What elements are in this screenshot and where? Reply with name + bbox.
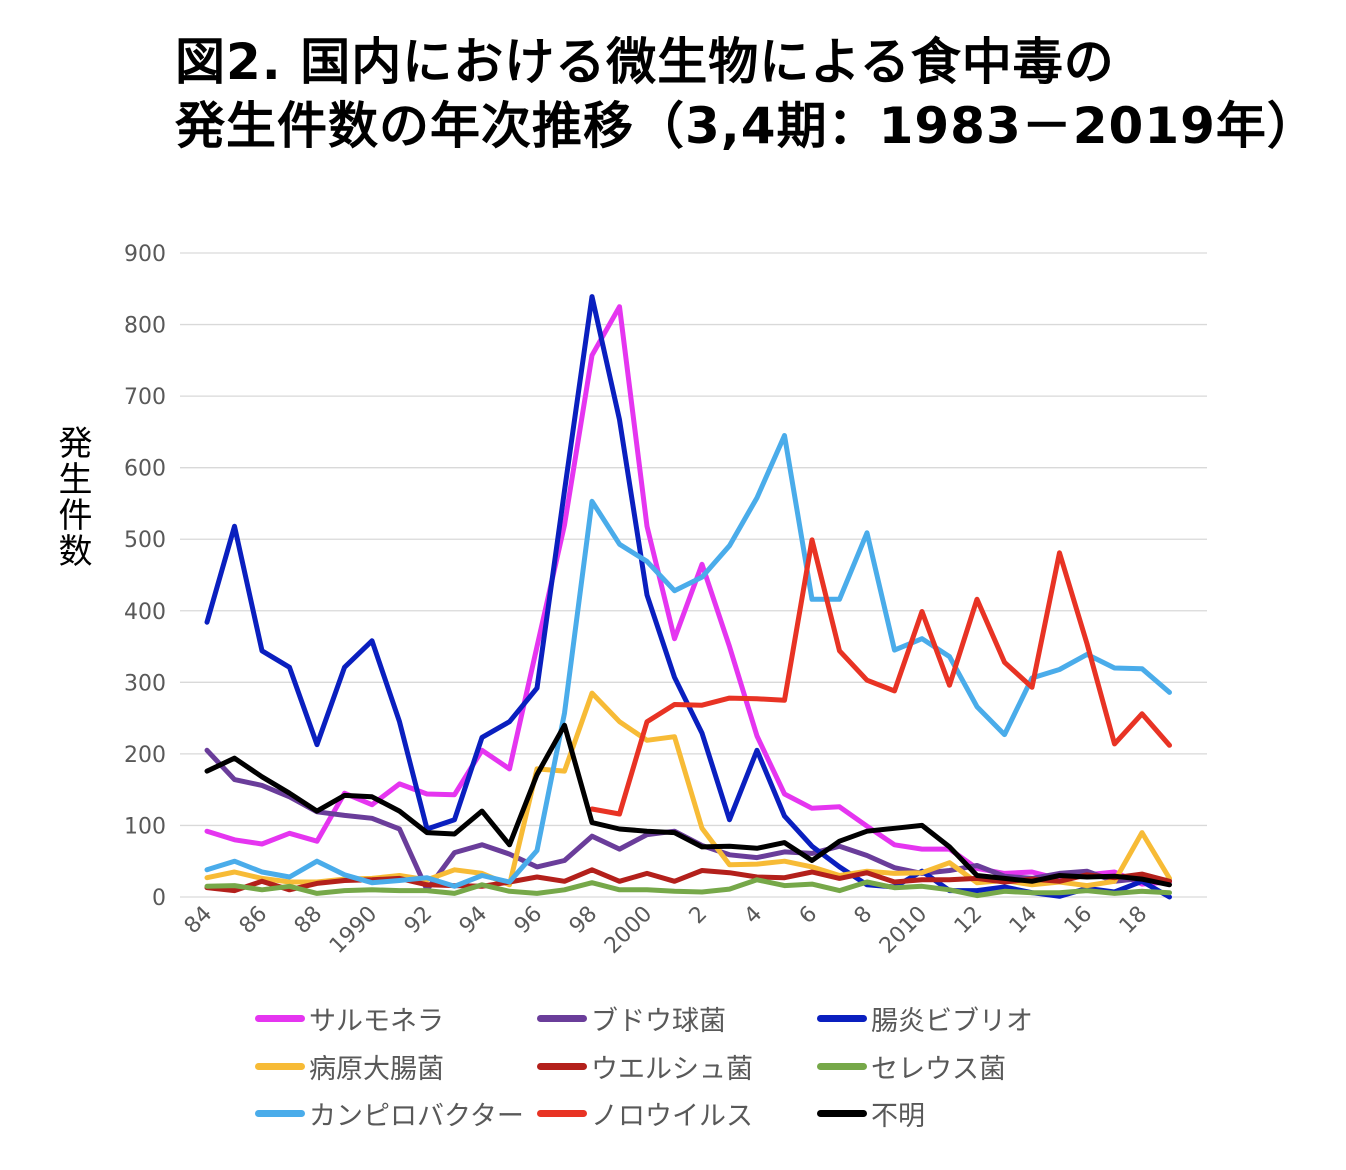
legend-swatch [537, 1062, 587, 1070]
series-line-8 [204, 722, 1172, 888]
legend-label: 腸炎ビブリオ [871, 1005, 1033, 1037]
y-tick-label: 700 [124, 385, 166, 410]
series-line-3 [204, 690, 1172, 889]
x-tick-label: 86 [235, 902, 272, 939]
x-tick-label: 6 [795, 902, 823, 930]
series-line-5 [204, 877, 1172, 899]
legend-label: セレウス菌 [871, 1053, 1006, 1085]
legend-item: 不明 [817, 1093, 925, 1133]
y-tick-label: 500 [124, 528, 166, 553]
legend-label: サルモネラ [309, 1005, 444, 1037]
chart-title-line-2: 発生件数の年次推移（3,4期：1983－2019年） [175, 97, 1318, 155]
legend-swatch [255, 1014, 305, 1022]
y-tick-label: 800 [124, 314, 166, 339]
legend-item: セレウス菌 [817, 1046, 1006, 1086]
x-tick-label: 16 [1060, 902, 1097, 939]
series-path [204, 690, 1172, 889]
legend-swatch [537, 1109, 587, 1117]
legend-item: 腸炎ビブリオ [817, 998, 1033, 1038]
y-tick-label: 400 [124, 600, 166, 625]
legend-item: サルモネラ [255, 998, 444, 1038]
y-tick-label: 0 [152, 886, 166, 911]
x-tick-label: 2000 [600, 902, 657, 959]
x-tick-label: 12 [950, 902, 987, 939]
series-path [589, 537, 1172, 817]
x-tick-label: 4 [740, 902, 768, 930]
chart-title: 図2. 国内における微生物による食中毒の 発生件数の年次推移（3,4期：1983… [175, 30, 1335, 158]
x-tick-label: 92 [400, 902, 437, 939]
x-tick-label: 94 [455, 902, 492, 939]
legend-swatch [255, 1109, 305, 1117]
series-line-1 [204, 747, 1172, 893]
legend-label: ウエルシュ菌 [591, 1053, 753, 1085]
legend-swatch [817, 1109, 867, 1117]
x-tick-label: 8 [850, 902, 878, 930]
series-path [204, 877, 1172, 899]
x-tick-label: 96 [510, 902, 547, 939]
series-path [204, 722, 1172, 888]
legend-item: ノロウイルス [537, 1093, 753, 1133]
y-tick-label: 600 [124, 457, 166, 482]
y-tick-label: 300 [124, 671, 166, 696]
legend-label: カンピロバクター [309, 1100, 524, 1132]
x-tick-label: 84 [180, 902, 217, 939]
y-tick-label: 900 [124, 242, 166, 267]
series-path [204, 747, 1172, 893]
y-axis-label: 発生件数 [52, 425, 92, 569]
chart-title-line-1: 図2. 国内における微生物による食中毒の [175, 33, 1115, 91]
x-tick-label: 88 [290, 902, 327, 939]
legend-swatch [817, 1014, 867, 1022]
legend-swatch [537, 1014, 587, 1022]
legend-item: カンピロバクター [255, 1093, 524, 1133]
legend-item: 病原大腸菌 [255, 1046, 444, 1086]
legend-label: 病原大腸菌 [309, 1053, 444, 1085]
legend-label: ノロウイルス [591, 1100, 753, 1132]
y-tick-label: 100 [124, 814, 166, 839]
legend-item: ウエルシュ菌 [537, 1046, 753, 1086]
x-tick-label: 2 [685, 902, 713, 930]
x-tick-label: 98 [565, 902, 602, 939]
x-tick-label: 14 [1005, 902, 1042, 939]
chart-legend: サルモネラ ブドウ球菌 腸炎ビブリオ病原大腸菌 ウエルシュ菌 セレウス菌カンピロバクター… [255, 998, 1255, 1148]
legend-swatch [255, 1062, 305, 1070]
y-tick-label: 200 [124, 743, 166, 768]
series-line-7 [589, 537, 1172, 817]
x-tick-label: 2010 [875, 902, 932, 959]
series-line-6 [204, 433, 1172, 889]
x-tick-label: 18 [1115, 902, 1152, 939]
x-tick-label: 1990 [325, 902, 382, 959]
series-path [204, 433, 1172, 889]
legend-swatch [817, 1062, 867, 1070]
legend-label: ブドウ球菌 [591, 1005, 726, 1037]
legend-item: ブドウ球菌 [537, 998, 726, 1038]
legend-label: 不明 [871, 1100, 925, 1132]
series-path [204, 304, 1172, 887]
